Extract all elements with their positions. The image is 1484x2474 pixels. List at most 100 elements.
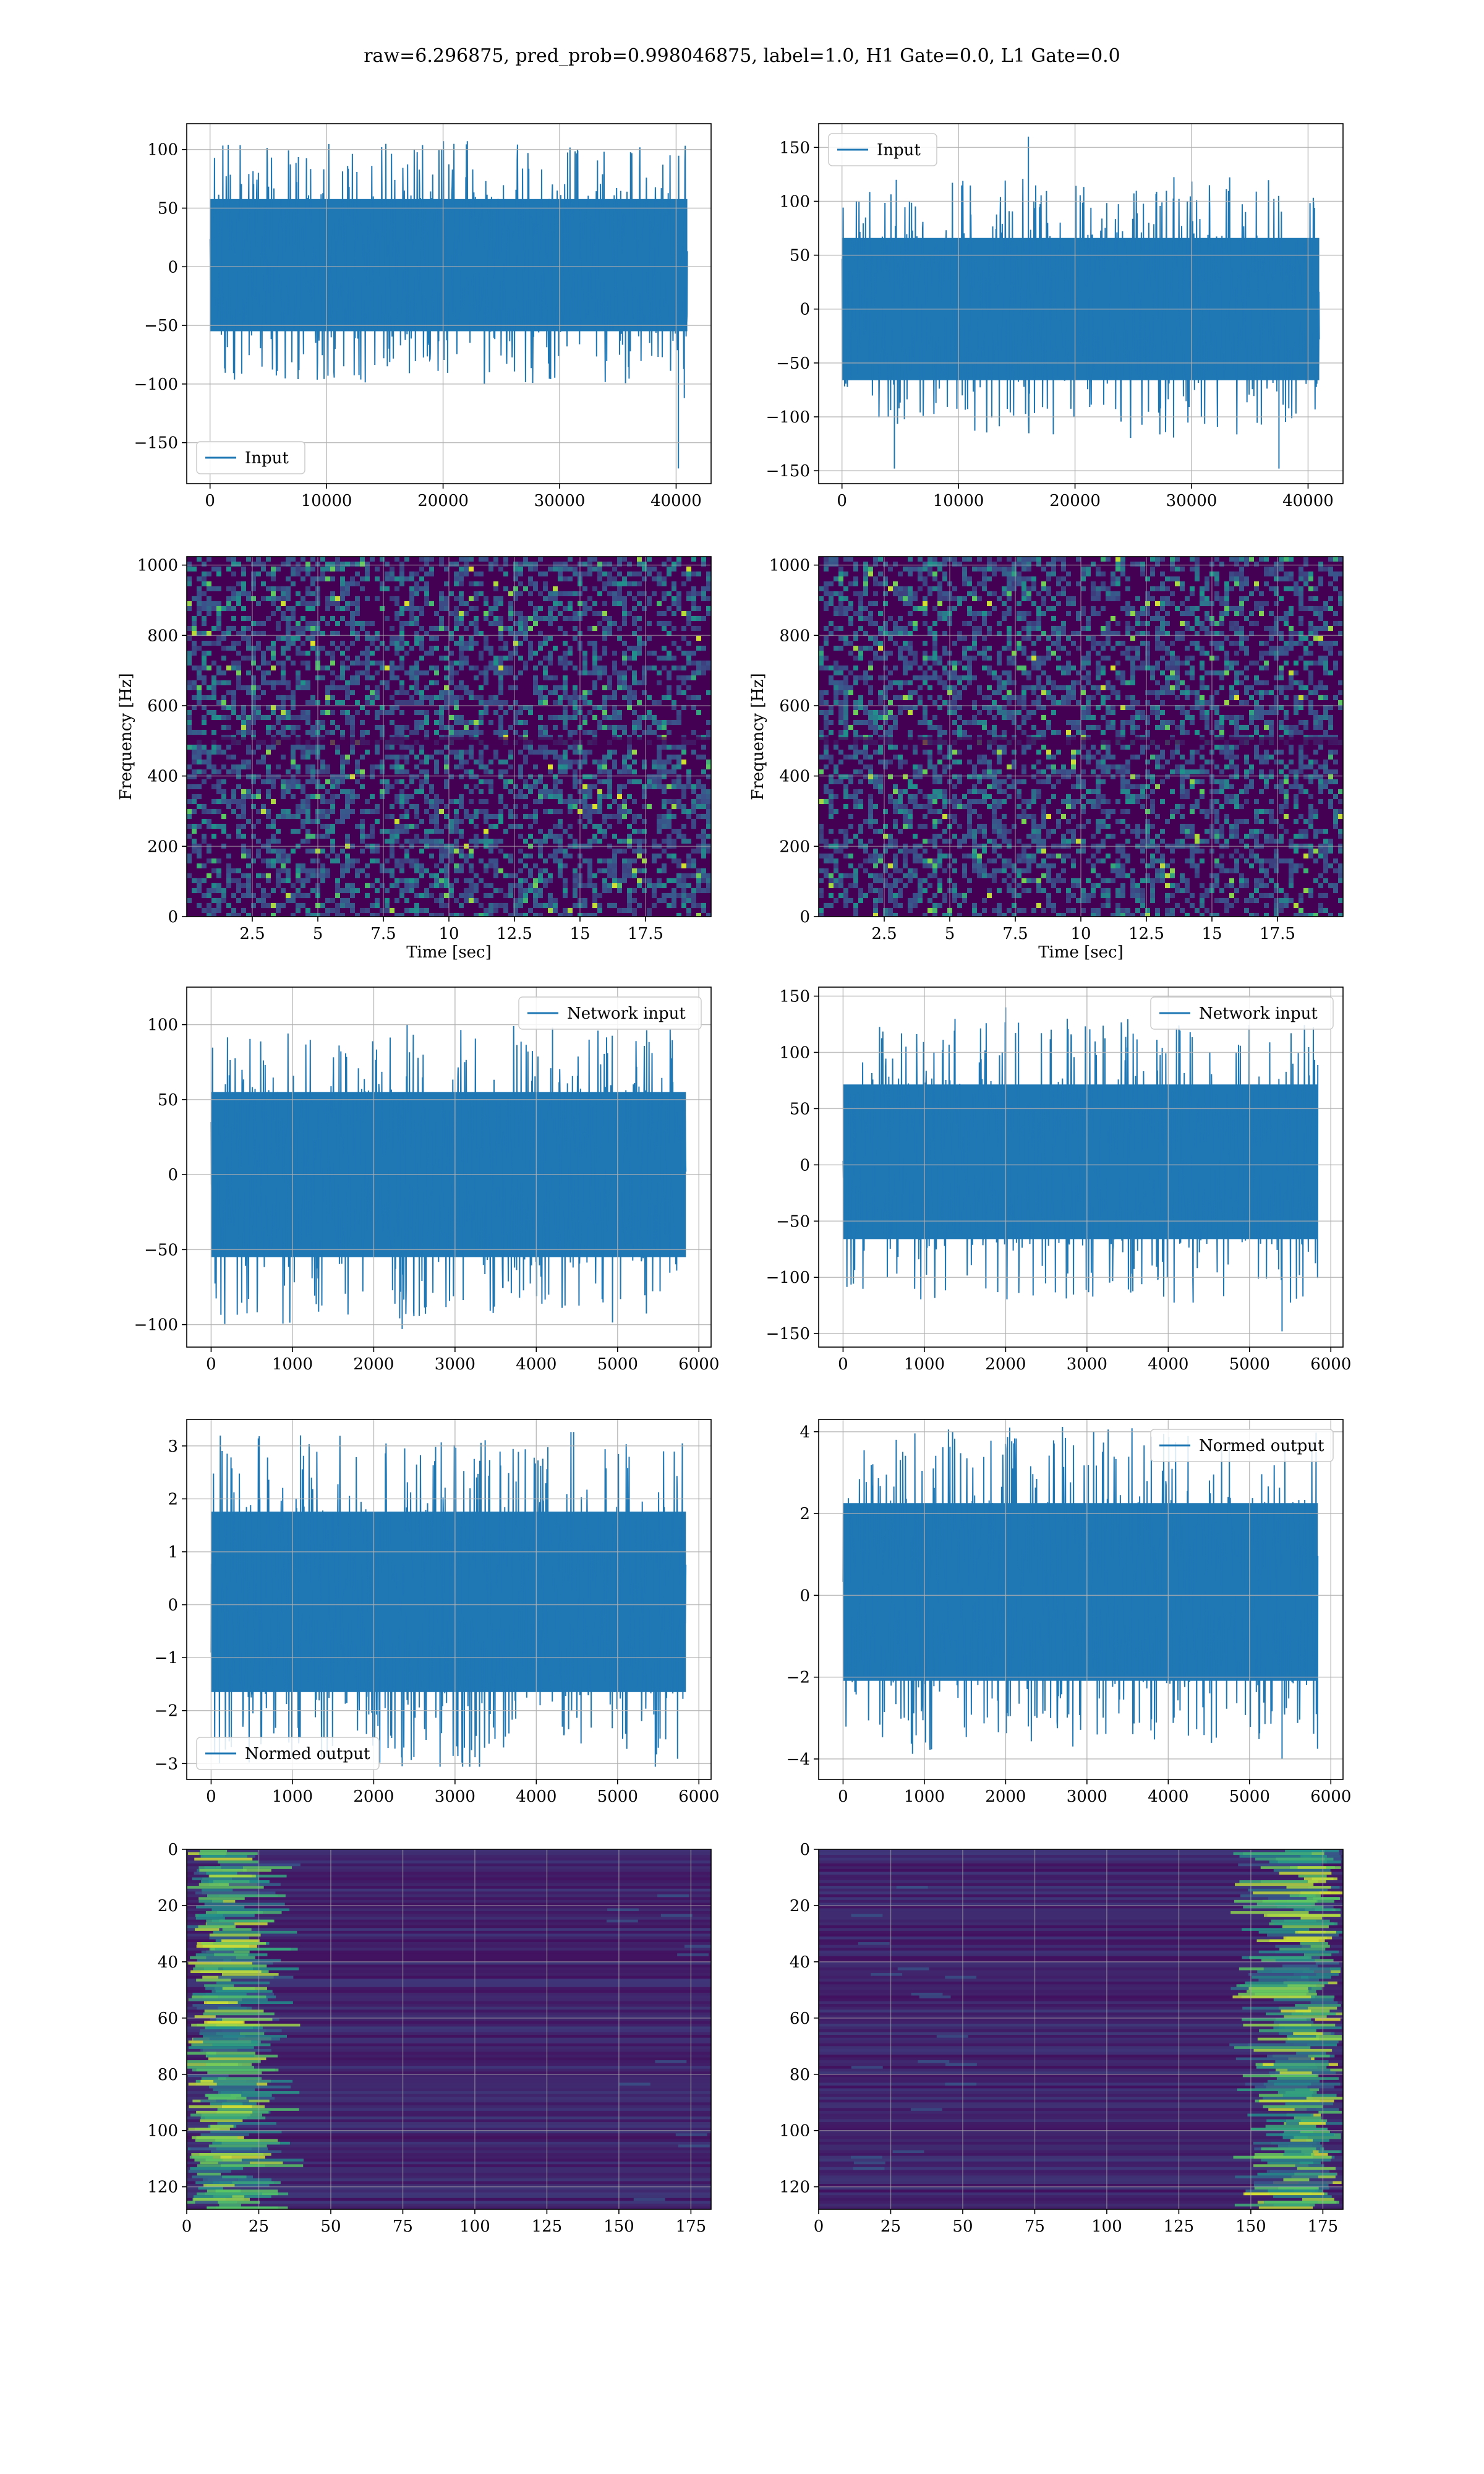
x-tick-label: 150 (1235, 2217, 1266, 2236)
plot-area (841, 136, 1320, 469)
x-axis-label: Time [sec] (406, 943, 492, 962)
y-tick-label: 0 (168, 1166, 178, 1184)
x-tick-label: 5 (313, 925, 323, 943)
series-line (842, 1007, 1319, 1332)
panel-normed-output-l1: 0 1000 2000 3000 4000 5000 6000 −4 −2 0 2 4 Normed o… (787, 1419, 1351, 1806)
series-line (209, 141, 688, 469)
axes-frame (186, 1419, 712, 1780)
grid (819, 1419, 1343, 1779)
y-tick-label: 800 (147, 627, 178, 645)
y-tick-label: 20 (158, 1897, 178, 1915)
x-tick-label: 2000 (353, 1355, 394, 1374)
plot-area (209, 141, 688, 469)
y-tick-label: 0 (168, 1841, 178, 1859)
y-tick-label: 0 (800, 1156, 810, 1175)
y-tick-label: 0 (800, 301, 810, 319)
x-tick-label: 12.5 (497, 925, 532, 943)
y-tick-label: −50 (144, 1241, 178, 1259)
x-tick-label: 2000 (985, 1355, 1026, 1374)
series-line (841, 136, 1320, 469)
y-tick-label: 150 (779, 139, 810, 157)
x-tick-label: 30000 (534, 492, 586, 510)
y-axis-label: Frequency [Hz] (117, 673, 135, 800)
x-tick-label: 5000 (597, 1355, 638, 1374)
x-tick-label: 0 (838, 1355, 848, 1374)
series-line (842, 1426, 1319, 1759)
legend: Network input (1150, 996, 1334, 1030)
x-tick-label: 7.5 (370, 925, 396, 943)
y-tick-label: 120 (779, 2178, 810, 2197)
series-line (210, 1432, 687, 1767)
y-axis-label: Frequency [Hz] (749, 673, 767, 800)
y-tick-label: −100 (134, 1316, 178, 1335)
y-tick-label: 50 (158, 1091, 178, 1110)
y-tick-label: 80 (158, 2066, 178, 2084)
plot-area (210, 1432, 687, 1767)
y-tick-label: 1000 (137, 557, 178, 575)
y-tick-label: −1 (155, 1649, 178, 1667)
y-tick-label: 40 (158, 1953, 178, 1972)
plot-area (842, 1426, 1319, 1759)
y-tick-label: 0 (800, 908, 810, 927)
x-tick-label: 6000 (1310, 1355, 1351, 1374)
y-tick-label: 120 (147, 2178, 178, 2197)
x-tick-label: 175 (676, 2217, 707, 2236)
x-tick-label: 50 (952, 2217, 973, 2236)
plot-area (842, 1007, 1319, 1332)
y-tick-label: −150 (134, 434, 178, 453)
x-tick-label: 6000 (1310, 1787, 1351, 1806)
x-tick-label: 125 (1164, 2217, 1195, 2236)
y-tick-label: 100 (779, 192, 810, 211)
y-tick-label: −4 (787, 1750, 810, 1769)
axes-frame (186, 1849, 712, 2210)
panel-spectrogram-l1: 2.5 5 7.5 10 12.5 15 17.5 0 200 400 600 800 1000 Time… (749, 556, 1344, 962)
legend-label: Input (245, 449, 289, 468)
grid (186, 1849, 711, 2209)
x-tick-label: 125 (532, 2217, 563, 2236)
x-tick-label: 1000 (904, 1787, 945, 1806)
x-tick-label: 0 (814, 2217, 824, 2236)
x-tick-label: 0 (837, 492, 847, 510)
x-tick-label: 7.5 (1002, 925, 1028, 943)
y-tick-label: 40 (790, 1953, 810, 1972)
y-tick-label: −50 (776, 1212, 810, 1231)
grid (819, 987, 1343, 1347)
x-tick-label: 17.5 (628, 925, 663, 943)
x-tick-label: 4000 (516, 1355, 556, 1374)
y-tick-label: 20 (790, 1897, 810, 1915)
y-tick-label: 0 (800, 1586, 810, 1605)
x-tick-label: 2000 (353, 1787, 394, 1806)
y-tick-label: 0 (168, 908, 178, 927)
x-tick-label: 3000 (1067, 1355, 1107, 1374)
legend-label: Network input (567, 1004, 686, 1023)
panel-input-l1: 0 10000 20000 30000 40000 −150 −100 −50 0 50 100 15… (766, 123, 1344, 510)
y-tick-label: 60 (790, 2010, 810, 2028)
legend-label: Network input (1199, 1004, 1318, 1023)
plot-area (187, 1849, 711, 2209)
y-tick-label: −100 (766, 408, 810, 427)
panel-network-input-l1: 0 1000 2000 3000 4000 5000 6000 −150 −100 −50 0 50 1… (766, 987, 1351, 1374)
y-tick-label: 100 (147, 141, 178, 160)
x-tick-label: 75 (1025, 2217, 1045, 2236)
x-tick-label: 12.5 (1128, 925, 1164, 943)
panel-feature-map-h1: 0 25 50 75 100 125 150 175 0 20 40 60 80 100 120 (147, 1841, 712, 2236)
x-tick-label: 100 (459, 2217, 490, 2236)
axes-frame (818, 123, 1344, 484)
x-tick-label: 15 (569, 925, 590, 943)
y-tick-label: 100 (147, 2122, 178, 2141)
y-tick-label: 2 (800, 1505, 810, 1523)
x-tick-label: 6000 (678, 1787, 719, 1806)
x-tick-label: 40000 (1282, 492, 1334, 510)
legend: Normed output (196, 1737, 380, 1770)
x-tick-label: 17.5 (1260, 925, 1295, 943)
plot-area (819, 1849, 1343, 2209)
x-tick-label: 2.5 (871, 925, 897, 943)
axes-frame (186, 123, 712, 484)
y-tick-label: 150 (779, 988, 810, 1006)
y-tick-label: −150 (766, 462, 810, 481)
legend: Input (828, 133, 937, 166)
y-tick-label: 2 (168, 1490, 178, 1509)
y-tick-label: 400 (779, 768, 810, 786)
legend-label: Input (877, 141, 921, 160)
